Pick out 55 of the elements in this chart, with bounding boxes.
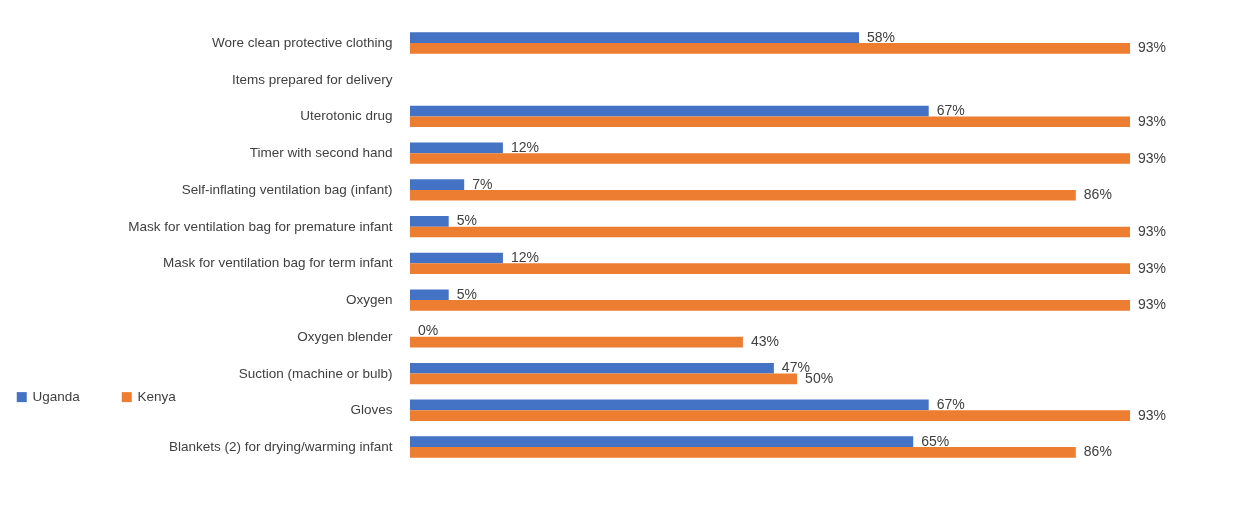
bar	[410, 142, 503, 154]
legend-label: Kenya	[137, 389, 177, 405]
data-label: 93%	[1138, 406, 1167, 423]
y-tick-label: Oxygen blender	[297, 328, 393, 344]
bar	[410, 399, 929, 411]
bar	[410, 32, 860, 43]
bar	[410, 289, 449, 301]
y-tick-label: Items prepared for delivery	[231, 71, 393, 87]
y-tick-label: Gloves	[350, 402, 393, 418]
bar	[410, 153, 1130, 164]
bar	[410, 179, 465, 190]
data-label: 43%	[750, 333, 779, 350]
y-tick-label: Suction (machine or bulb)	[238, 365, 393, 381]
bar	[410, 215, 449, 227]
data-label: 67%	[936, 102, 965, 119]
bar	[410, 336, 743, 348]
bar	[410, 226, 1130, 238]
y-tick-label: Wore clean protective clothing	[211, 35, 393, 50]
y-tick-label: Self-inflating ventilation bag (infant)	[181, 181, 393, 197]
y-tick-label: Oxygen	[345, 292, 393, 308]
y-tick-label: Timer with second hand	[249, 145, 393, 161]
y-tick-label: Uterotonic drug	[300, 108, 393, 124]
bar	[410, 410, 1130, 421]
bar	[410, 447, 1076, 458]
data-label: 93%	[1138, 296, 1167, 313]
bar	[410, 362, 774, 374]
data-label: 86%	[1083, 186, 1112, 203]
y-tick-label: Mask for ventilation bag for term infant	[162, 255, 393, 271]
bar	[410, 373, 798, 385]
data-label: 12%	[510, 138, 539, 155]
data-label: 93%	[1138, 39, 1167, 56]
data-label: 93%	[1138, 259, 1167, 276]
data-label: 93%	[1138, 149, 1167, 166]
data-label: 67%	[936, 395, 965, 412]
bar	[410, 105, 929, 117]
y-tick-label: Blankets (2) for drying/warming infant	[168, 439, 393, 454]
data-label: 93%	[1138, 112, 1167, 129]
data-label: 5%	[456, 285, 477, 302]
bar	[410, 43, 1130, 54]
bar	[410, 116, 1130, 128]
data-label: 58%	[867, 28, 896, 45]
data-label: 12%	[510, 249, 539, 266]
bar	[410, 189, 1076, 201]
bar	[410, 252, 503, 264]
y-tick-label: Mask for ventilation bag for premature infant	[128, 218, 393, 234]
bar	[410, 436, 914, 447]
data-label: 5%	[456, 212, 477, 229]
bar	[410, 300, 1130, 311]
data-label: 86%	[1083, 443, 1112, 460]
data-label: 7%	[472, 175, 493, 192]
data-label: 0%	[418, 322, 439, 339]
data-label: 65%	[921, 432, 950, 449]
legend-label: Uganda	[32, 389, 81, 405]
bar	[410, 263, 1130, 275]
data-label: 93%	[1138, 222, 1167, 239]
